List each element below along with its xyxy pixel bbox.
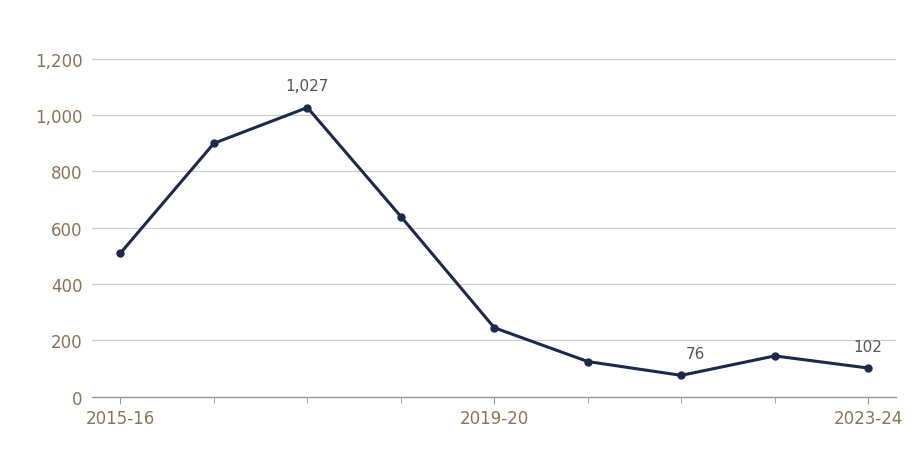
- Text: 102: 102: [854, 339, 882, 354]
- Text: 1,027: 1,027: [286, 79, 329, 94]
- Text: 76: 76: [686, 346, 705, 361]
